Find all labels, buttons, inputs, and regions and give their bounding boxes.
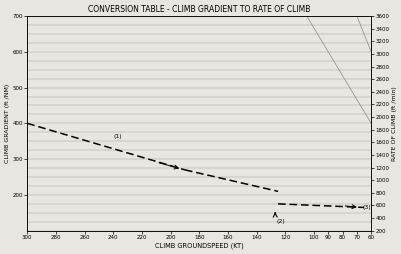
Text: (3): (3) [362,204,371,210]
Text: (1): (1) [113,134,122,139]
Y-axis label: RATE OF CLIMB (ft /min): RATE OF CLIMB (ft /min) [391,86,396,161]
Title: CONVERSION TABLE - CLIMB GRADIENT TO RATE OF CLIMB: CONVERSION TABLE - CLIMB GRADIENT TO RAT… [88,5,310,14]
Y-axis label: CLIMB GRADIENT (ft /NM): CLIMB GRADIENT (ft /NM) [5,84,10,163]
Text: (2): (2) [276,219,285,224]
X-axis label: CLIMB GROUNDSPEED (KT): CLIMB GROUNDSPEED (KT) [154,243,243,249]
